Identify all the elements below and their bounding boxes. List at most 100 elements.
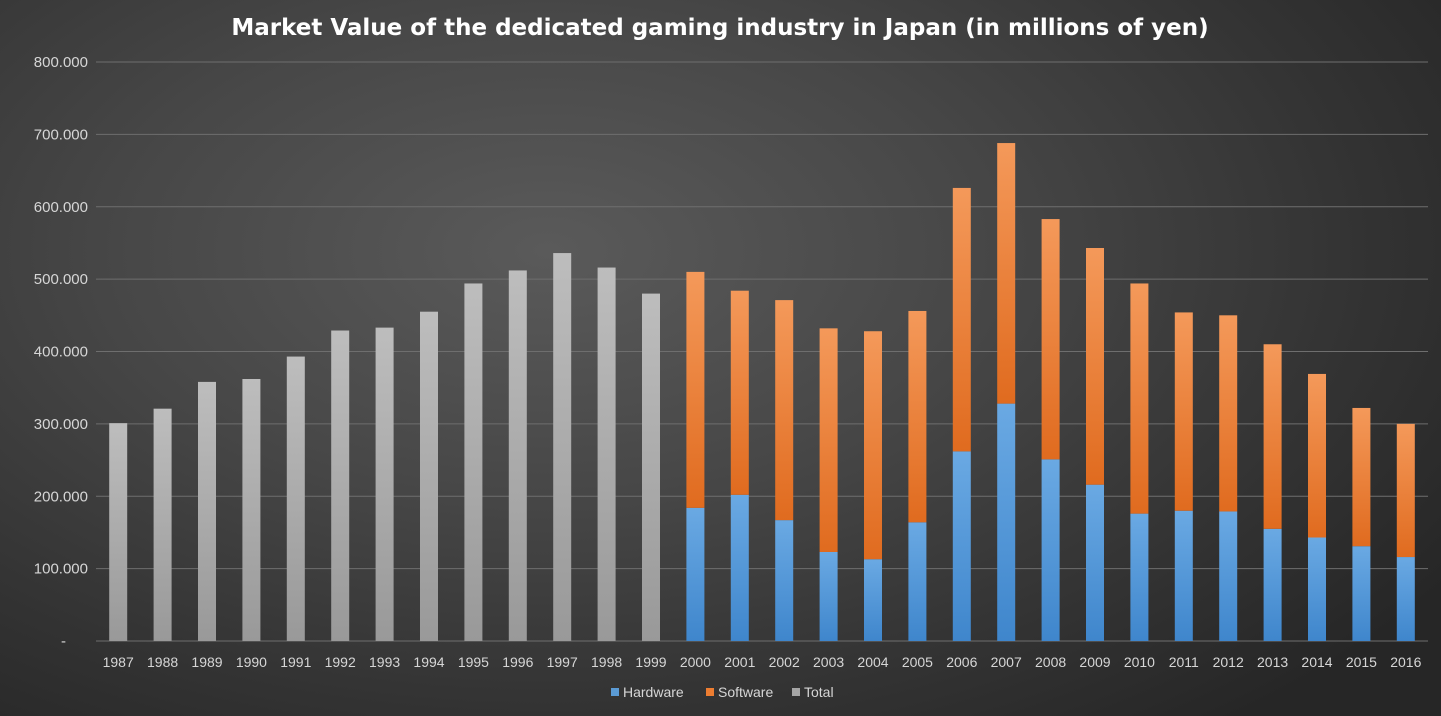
x-tick-label: 2004: [857, 654, 888, 670]
bar-software-2011: [1174, 312, 1193, 511]
y-tick-label: 100.000: [34, 561, 88, 578]
bar-hardware-2011: [1174, 510, 1193, 641]
chart-title: Market Value of the dedicated gaming ind…: [231, 15, 1208, 41]
bar-hardware-2016: [1396, 557, 1415, 641]
bar-total-1994: [420, 311, 438, 641]
bar-software-2009: [1086, 248, 1104, 485]
x-tick-label: 2000: [680, 654, 711, 670]
bar-software-2003: [819, 328, 838, 552]
gridlines: [96, 61, 1428, 642]
x-tick-label: 2001: [724, 654, 755, 670]
x-tick-label: 1990: [236, 654, 267, 670]
bar-software-2015: [1352, 407, 1371, 547]
y-tick-label: 300.000: [34, 416, 88, 433]
bar-hardware-2001: [730, 494, 749, 641]
x-tick-label: 2005: [902, 654, 933, 670]
bar-software-2016: [1396, 423, 1415, 558]
y-tick-label: 400.000: [34, 344, 88, 361]
bar-total-1991: [286, 356, 305, 641]
x-tick-label: 1995: [458, 654, 489, 670]
bar-hardware-2009: [1086, 484, 1104, 641]
x-tick-label: 2008: [1035, 654, 1066, 670]
x-tick-label: 1991: [280, 654, 311, 670]
x-tick-label: 2011: [1169, 654, 1199, 670]
bar-total-1988: [153, 408, 172, 641]
bar-software-2002: [775, 300, 794, 521]
legend-label-total: Total: [804, 684, 834, 700]
x-tick-label: 2003: [813, 654, 844, 670]
x-tick-label: 2007: [991, 654, 1022, 670]
bar-hardware-2013: [1263, 528, 1282, 641]
y-tick-label: -: [61, 633, 66, 650]
x-tick-label: 2012: [1213, 654, 1244, 670]
x-tick-label: 2015: [1346, 654, 1377, 670]
legend-swatch-hardware: [611, 688, 619, 696]
y-tick-label: 600.000: [34, 199, 88, 216]
y-tick-label: 200.000: [34, 488, 88, 505]
bar-software-2012: [1219, 315, 1238, 512]
bar-hardware-2006: [952, 451, 971, 641]
bar-hardware-2003: [819, 551, 838, 641]
x-tick-label: 2002: [769, 654, 800, 670]
bar-hardware-2010: [1130, 513, 1149, 641]
y-tick-label: 500.000: [34, 271, 88, 288]
legend-label-software: Software: [718, 684, 773, 700]
x-tick-label: 1996: [502, 654, 533, 670]
bar-total-1993: [375, 327, 394, 641]
x-tick-label: 1988: [147, 654, 178, 670]
bar-software-2008: [1041, 219, 1060, 460]
x-tick-label: 2010: [1124, 654, 1155, 670]
bar-hardware-2012: [1219, 511, 1238, 641]
bar-hardware-2000: [686, 507, 705, 641]
y-tick-label: 800.000: [34, 54, 88, 71]
bar-software-2005: [908, 310, 927, 523]
bars: [109, 143, 1415, 641]
y-axis: - 100.000 200.000 300.000 400.000 500.000 600.…: [34, 54, 88, 650]
bar-hardware-2002: [775, 520, 794, 641]
bar-software-2000: [686, 271, 705, 508]
y-tick-label: 700.000: [34, 126, 88, 143]
x-tick-label: 2009: [1079, 654, 1110, 670]
bar-software-2004: [864, 331, 882, 560]
bar-hardware-2014: [1308, 537, 1326, 641]
x-tick-label: 1999: [635, 654, 666, 670]
bar-total-1989: [198, 381, 216, 641]
bar-hardware-2004: [864, 559, 882, 641]
bar-software-2007: [997, 143, 1016, 404]
bar-total-1996: [508, 270, 527, 641]
bar-total-1998: [597, 267, 616, 641]
x-tick-label: 2006: [946, 654, 977, 670]
legend-label-hardware: Hardware: [623, 684, 684, 700]
bar-total-1992: [331, 330, 350, 641]
bar-total-1997: [553, 253, 572, 641]
x-tick-label: 1987: [103, 654, 134, 670]
legend-swatch-software: [706, 688, 714, 696]
bar-total-1999: [642, 293, 660, 641]
x-tick-label: 2013: [1257, 654, 1288, 670]
bar-total-1995: [464, 283, 483, 641]
x-tick-label: 1993: [369, 654, 400, 670]
bar-hardware-2005: [908, 522, 927, 641]
legend-swatch-total: [792, 688, 800, 696]
x-tick-label: 2014: [1301, 654, 1332, 670]
x-tick-label: 1989: [191, 654, 222, 670]
x-tick-label: 1992: [325, 654, 356, 670]
bar-software-2010: [1130, 283, 1149, 514]
bar-total-1987: [109, 423, 128, 641]
legend: Hardware Software Total: [611, 684, 834, 700]
bar-software-2014: [1308, 373, 1326, 538]
bar-software-2013: [1263, 344, 1282, 529]
x-tick-label: 1994: [413, 654, 444, 670]
bar-software-2006: [952, 187, 971, 452]
bar-hardware-2008: [1041, 459, 1060, 641]
x-tick-label: 2016: [1390, 654, 1421, 670]
bar-total-1990: [242, 379, 261, 641]
x-tick-label: 1998: [591, 654, 622, 670]
x-tick-label: 1997: [547, 654, 578, 670]
bar-hardware-2015: [1352, 546, 1371, 641]
x-axis: 1987 1988 1989 1990 1991 1992 1993 1994 1995 1996…: [103, 654, 1422, 670]
bar-software-2001: [730, 290, 749, 495]
bar-hardware-2007: [997, 403, 1016, 641]
